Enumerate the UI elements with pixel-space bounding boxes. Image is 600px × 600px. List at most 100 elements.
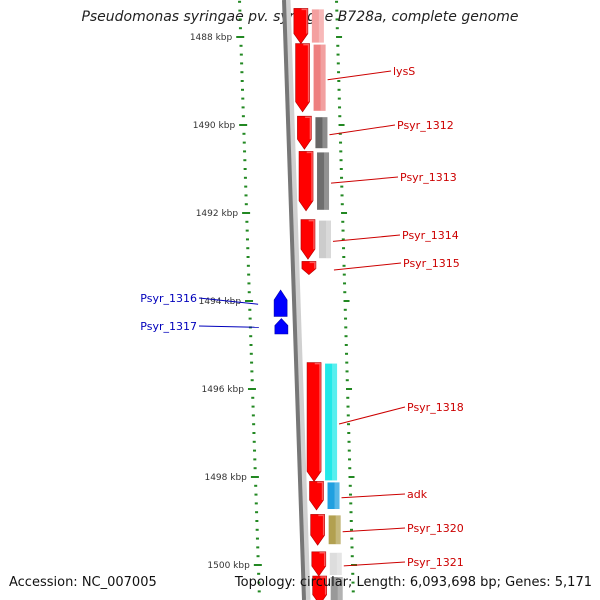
gene-label: Psyr_1314 <box>402 229 459 242</box>
minor-tick-right <box>348 484 352 487</box>
cog-bar-shine <box>324 152 330 210</box>
minor-tick-right <box>350 546 354 549</box>
gene-arrow-forward <box>310 514 325 546</box>
gene-arrow-forward <box>297 115 312 150</box>
accession-text: Accession: NC_007005 <box>9 575 157 590</box>
minor-tick-right <box>350 555 354 558</box>
minor-tick-left <box>241 115 245 118</box>
minor-tick-right <box>346 396 350 399</box>
minor-tick-left <box>246 264 250 267</box>
minor-tick-left <box>243 168 247 170</box>
cog-category-bar <box>317 152 330 210</box>
gene-label: adk <box>407 488 428 501</box>
minor-tick-right <box>336 62 340 65</box>
tick-layer: 1488 kbp 1490 kbp 1492 kbp 1494 kbp 1496 kbp… <box>190 0 358 593</box>
kbp-tick-mark <box>242 212 251 214</box>
minor-tick-left <box>255 537 259 540</box>
gene-arrow-highlight <box>306 151 313 201</box>
gene-label: Psyr_1312 <box>397 119 454 132</box>
minor-tick-left <box>238 9 242 12</box>
gene-label: Psyr_1315 <box>403 257 460 270</box>
minor-tick-right <box>345 370 349 373</box>
minor-tick-left <box>249 352 253 355</box>
kbp-tick-label: 1494 kbp <box>199 297 242 307</box>
kbp-tick-mark <box>253 564 262 566</box>
minor-tick-right <box>351 581 355 584</box>
minor-tick-right <box>342 247 346 250</box>
gene-arrow-forward <box>298 151 314 212</box>
minor-tick-right <box>339 141 343 144</box>
cog-bar-shine <box>322 117 328 149</box>
minor-tick-left <box>245 238 249 241</box>
minor-tick-left <box>247 282 251 285</box>
minor-tick-right <box>342 264 346 267</box>
cog-category-bar <box>318 220 331 259</box>
minor-tick-left <box>246 247 250 250</box>
minor-tick-right <box>335 27 339 30</box>
minor-tick-right <box>343 282 347 285</box>
topology-summary: Topology: circular; Length: 6,093,698 bp… <box>234 575 592 590</box>
minor-tick-right <box>351 590 355 593</box>
cog-bar-shine <box>318 9 324 43</box>
minor-tick-left <box>244 194 248 197</box>
gene-arrow-forward <box>300 219 316 260</box>
cog-bar-shine <box>335 515 341 545</box>
minor-tick-right <box>345 379 349 382</box>
cog-bar-shine <box>332 363 338 481</box>
minor-tick-left <box>253 458 257 461</box>
kbp-tick-mark <box>239 124 248 126</box>
minor-tick-right <box>350 528 354 531</box>
gene-callout-line <box>333 262 402 271</box>
cog-category-bar <box>313 44 326 111</box>
minor-tick-left <box>239 44 243 47</box>
minor-tick-left <box>252 440 256 443</box>
minor-tick-left <box>241 97 245 100</box>
minor-tick-right <box>347 440 351 443</box>
cog-category-bar <box>330 577 343 600</box>
cog-bar-shine <box>337 577 343 600</box>
minor-tick-right <box>336 36 343 38</box>
gene-label: Psyr_1313 <box>400 171 457 184</box>
gene-callout-line <box>342 527 406 533</box>
minor-tick-right <box>348 467 352 470</box>
gene-arrow-forward <box>301 261 317 275</box>
gene-callout-line <box>327 70 392 81</box>
gene-label: Psyr_1321 <box>407 556 464 569</box>
gene-callout-line <box>341 493 406 499</box>
kbp-tick-mark <box>245 300 254 302</box>
minor-tick-right <box>335 9 339 12</box>
cog-category-bar <box>325 363 338 481</box>
gene-arrow-reverse <box>274 318 289 335</box>
gene-arrow-forward <box>309 481 324 511</box>
minor-tick-left <box>255 528 259 531</box>
minor-tick-left <box>249 344 253 346</box>
kbp-tick-label: 1488 kbp <box>190 33 233 43</box>
kbp-tick-mark <box>247 388 256 390</box>
minor-tick-right <box>342 273 346 276</box>
minor-tick-left <box>239 53 243 56</box>
minor-tick-left <box>240 80 244 82</box>
minor-tick-left <box>243 176 247 179</box>
gene-callout-line <box>330 176 399 184</box>
minor-tick-right <box>337 80 341 82</box>
minor-tick-right <box>335 18 339 21</box>
genome-backbone <box>282 0 306 600</box>
minor-tick-left <box>247 273 251 276</box>
gene-arrow-highlight <box>309 261 316 269</box>
gene-arrow-highlight <box>317 481 324 500</box>
minor-tick-right <box>337 88 341 91</box>
gene-arrow-highlight <box>318 514 325 536</box>
minor-tick-right <box>348 476 355 478</box>
minor-tick-left <box>250 361 254 364</box>
label-layer: lysS Psyr_1312 Psyr_1313 Psyr_1314 Psyr_1315… <box>140 65 463 569</box>
minor-tick-right <box>346 405 350 408</box>
cog-category-bar <box>329 552 342 575</box>
minor-tick-left <box>240 62 244 65</box>
minor-tick-left <box>253 467 257 470</box>
gene-arrow-forward <box>306 362 322 482</box>
kbp-tick-label: 1500 kbp <box>207 561 250 571</box>
cog-category-bar <box>328 515 341 545</box>
gene-label: Psyr_1318 <box>407 401 464 414</box>
minor-tick-left <box>245 229 249 232</box>
